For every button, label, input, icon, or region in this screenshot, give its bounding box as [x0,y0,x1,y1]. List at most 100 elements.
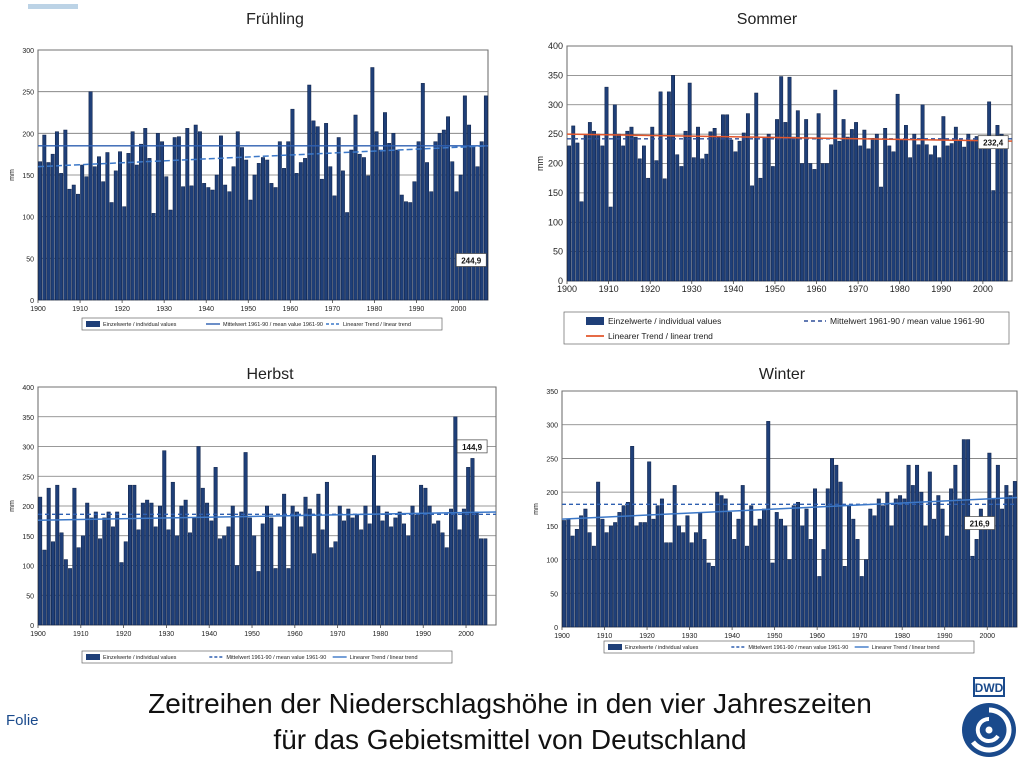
bar-herbst [106,511,111,626]
bar-fruehling [458,174,463,301]
bar-herbst [273,568,278,626]
bar-fruehling [311,120,316,301]
bar-winter [647,461,652,628]
bar-sommer [770,166,775,282]
bar-winter [957,498,962,628]
bar-fruehling [80,164,85,301]
bar-winter [745,545,749,628]
bar-sommer [754,92,759,282]
y-tick-label-sommer: 100 [548,217,563,227]
bar-winter [719,495,724,628]
bar-herbst [376,505,381,626]
bar-winter [698,512,703,628]
y-tick-label-winter: 300 [546,423,558,430]
bar-herbst [38,496,43,626]
x-tick-label-winter: 1900 [554,633,570,640]
bar-sommer [704,153,709,282]
bar-sommer [787,76,792,282]
bar-sommer [962,146,967,282]
y-tick-label-winter: 350 [546,389,558,396]
annotation-box-herbst [456,439,488,454]
bar-fruehling [97,156,101,301]
bar-fruehling [336,137,341,301]
bar-winter [757,518,762,628]
bar-winter [774,512,779,628]
bar-herbst [42,549,47,626]
bar-herbst [115,511,120,626]
bar-winter [1008,495,1013,628]
bar-herbst [316,493,321,626]
caption-line-2: für das Gebietsmittel von Deutschland [273,724,747,755]
bar-fruehling [256,163,261,301]
bar-herbst [265,505,269,626]
bar-winter [655,505,660,628]
bar-fruehling [143,128,148,301]
bar-fruehling [467,124,472,301]
bar-herbst [55,484,60,626]
bar-sommer [708,131,713,282]
bar-sommer [874,133,879,282]
x-tick-label-winter: 1940 [724,633,740,640]
bar-fruehling [269,183,274,301]
bar-herbst [324,481,329,626]
bar-herbst [50,541,55,626]
legend-swatch-bars-herbst [86,654,100,660]
x-tick-label-winter: 1920 [639,633,655,640]
bar-fruehling [38,161,43,301]
bar-sommer [912,133,917,282]
bar-fruehling [202,183,207,301]
bar-herbst [410,505,415,626]
bar-winter [970,555,975,628]
bar-sommer [650,126,655,282]
x-tick-label-herbst: 1910 [73,631,89,638]
accent-bar [28,4,78,9]
bar-fruehling [340,170,345,301]
bar-sommer [854,122,858,282]
bar-fruehling [231,166,236,301]
bar-sommer [879,186,883,282]
bar-sommer [866,148,871,282]
y-tick-label-herbst: 400 [22,385,34,392]
bar-herbst [110,526,115,626]
bar-herbst [431,523,436,626]
bar-winter [613,522,618,628]
x-tick-label-herbst: 1940 [201,631,217,638]
bar-herbst [269,517,274,626]
bar-herbst [166,529,171,626]
bar-herbst [277,526,282,626]
bar-winter [893,498,898,628]
bar-fruehling [42,134,47,301]
x-tick-label-winter: 1990 [937,633,953,640]
bar-sommer [941,116,946,282]
bar-sommer [920,104,925,282]
bar-fruehling [479,141,484,301]
bar-sommer [712,128,717,282]
bar-fruehling [378,149,383,301]
bar-winter [953,464,958,628]
bar-fruehling [54,131,59,301]
bar-fruehling [126,153,131,301]
y-tick-label-sommer: 250 [548,129,563,139]
bar-fruehling [218,135,223,301]
bar-winter [825,488,830,628]
bar-herbst [474,511,479,626]
bar-fruehling [433,141,438,301]
bar-fruehling [265,159,270,301]
bar-herbst [132,484,137,626]
bar-herbst [247,517,252,626]
x-tick-label-sommer: 1950 [765,284,785,294]
bar-winter [638,522,643,628]
bar-fruehling [46,162,51,301]
bar-herbst [397,511,402,626]
bar-herbst [461,508,466,626]
bar-fruehling [84,176,89,301]
legend-box-fruehling [81,317,443,331]
bar-sommer [571,125,576,282]
bar-winter [702,539,707,628]
bar-fruehling [328,166,333,301]
annotation-label-fruehling: 244,9 [461,257,482,266]
bar-winter [868,508,873,628]
bar-fruehling [462,95,467,301]
legend-label-sommer: Einzelwerte / individual values [608,316,721,326]
y-tick-label-herbst: 200 [22,504,34,511]
